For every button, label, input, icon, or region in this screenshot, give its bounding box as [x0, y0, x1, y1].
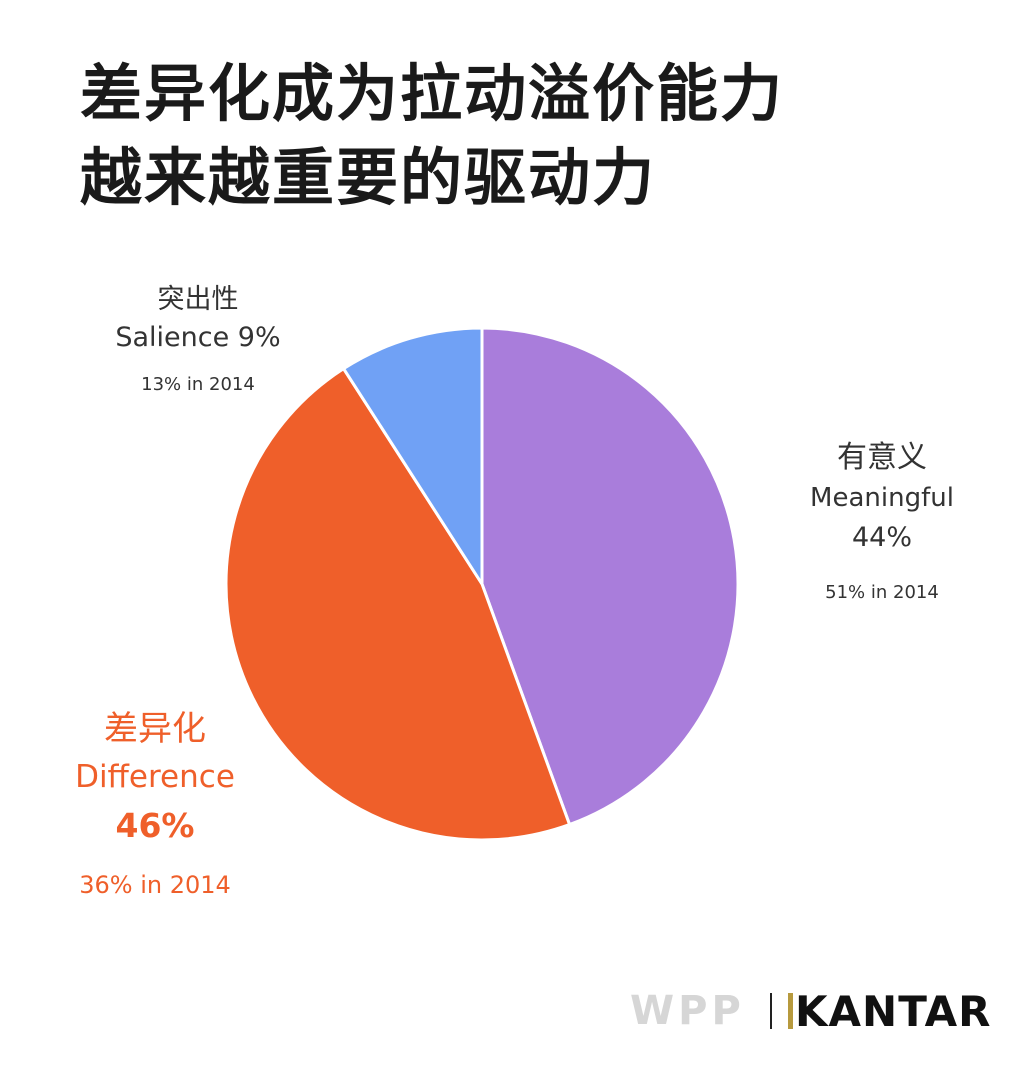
salience-label: 突出性 Salience 9% 13% in 2014	[88, 282, 308, 400]
wpp-logo: WPP	[630, 988, 745, 1034]
meaningful-label-cn: 有意义	[837, 440, 927, 475]
title-line-1: 差异化成为拉动溢价能力	[80, 57, 785, 130]
kantar-logo: KANTAR	[788, 986, 991, 1036]
chart-title: 差异化成为拉动溢价能力 越来越重要的驱动力	[80, 52, 784, 220]
salience-label-cn: 突出性	[157, 284, 239, 315]
difference-label-cn: 差异化	[104, 709, 206, 749]
pie-slice-salience	[342, 326, 484, 586]
pie-slice-meaningful	[480, 326, 740, 827]
logo-divider	[770, 993, 772, 1029]
difference-label-value: 46%	[115, 806, 195, 845]
meaningful-label-value: 44%	[851, 522, 912, 553]
kantar-logo-text: KANTAR	[795, 986, 992, 1036]
salience-label-2014: 13% in 2014	[141, 374, 255, 395]
pie-slice-difference	[224, 367, 572, 842]
difference-label-2014: 36% in 2014	[79, 871, 231, 899]
meaningful-label-2014: 51% in 2014	[825, 582, 939, 603]
meaningful-label: 有意义 Meaningful 44% 51% in 2014	[780, 438, 984, 608]
meaningful-label-en: Meaningful	[810, 483, 954, 513]
salience-label-value: Salience 9%	[115, 322, 281, 353]
difference-label-en: Difference	[75, 759, 235, 795]
kantar-logo-mark	[788, 993, 793, 1029]
difference-label: 差异化 Difference 46% 36% in 2014	[40, 705, 270, 903]
title-line-2: 越来越重要的驱动力	[80, 141, 657, 214]
